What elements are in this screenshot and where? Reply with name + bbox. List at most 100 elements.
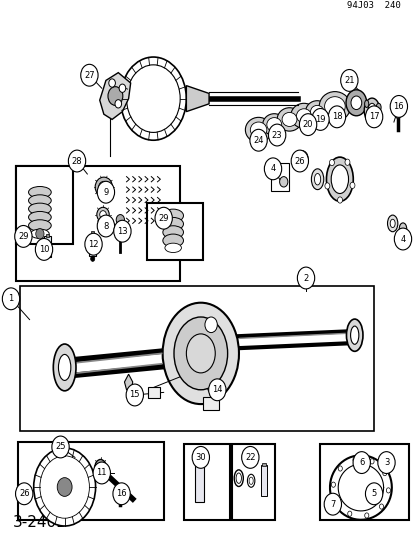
Ellipse shape — [311, 169, 323, 190]
Bar — [148, 387, 159, 398]
Ellipse shape — [389, 219, 394, 228]
Circle shape — [297, 267, 314, 289]
Ellipse shape — [95, 459, 106, 476]
Circle shape — [109, 79, 115, 87]
Ellipse shape — [95, 177, 112, 197]
Ellipse shape — [28, 195, 51, 206]
Circle shape — [97, 181, 114, 203]
Circle shape — [119, 84, 126, 92]
Ellipse shape — [195, 459, 203, 464]
Ellipse shape — [318, 92, 350, 121]
Text: 30: 30 — [195, 453, 206, 462]
Polygon shape — [186, 86, 209, 111]
Text: 26: 26 — [294, 157, 304, 166]
Circle shape — [57, 478, 72, 496]
Bar — [270, 163, 288, 191]
Circle shape — [340, 69, 357, 91]
Text: 11: 11 — [96, 469, 107, 478]
Ellipse shape — [162, 226, 183, 239]
Text: 18: 18 — [331, 112, 342, 122]
Circle shape — [394, 110, 400, 118]
Circle shape — [352, 451, 370, 473]
Circle shape — [2, 288, 20, 310]
Text: 2: 2 — [303, 273, 308, 282]
Circle shape — [108, 87, 123, 106]
Ellipse shape — [367, 103, 375, 118]
Ellipse shape — [324, 96, 344, 116]
Ellipse shape — [363, 98, 379, 123]
Polygon shape — [329, 455, 391, 520]
Ellipse shape — [375, 103, 380, 111]
Text: 3-240B: 3-240B — [13, 514, 68, 530]
Ellipse shape — [250, 122, 266, 138]
Circle shape — [393, 228, 411, 250]
Circle shape — [379, 504, 383, 509]
Bar — [17, 166, 180, 280]
Bar — [195, 463, 204, 502]
Text: 22: 22 — [244, 453, 255, 462]
Circle shape — [389, 95, 406, 117]
Text: 13: 13 — [117, 227, 128, 236]
Circle shape — [115, 100, 121, 108]
Bar — [91, 231, 94, 235]
Circle shape — [350, 96, 361, 110]
Text: 15: 15 — [129, 391, 140, 400]
Ellipse shape — [276, 108, 301, 131]
Circle shape — [15, 225, 32, 247]
Text: 8: 8 — [103, 222, 108, 230]
Circle shape — [126, 384, 143, 406]
Circle shape — [329, 159, 334, 166]
Circle shape — [120, 57, 186, 140]
Circle shape — [352, 457, 356, 462]
Ellipse shape — [290, 103, 316, 128]
Circle shape — [328, 106, 345, 128]
Circle shape — [298, 155, 304, 162]
Circle shape — [337, 197, 342, 203]
Ellipse shape — [234, 470, 243, 487]
Circle shape — [347, 511, 351, 516]
Text: 5: 5 — [370, 489, 376, 498]
Bar — [184, 445, 229, 520]
Ellipse shape — [247, 474, 254, 487]
Circle shape — [330, 482, 335, 487]
Bar — [44, 237, 50, 257]
Ellipse shape — [281, 112, 296, 126]
Bar — [45, 235, 48, 237]
Text: 27: 27 — [84, 71, 95, 80]
Text: 16: 16 — [116, 489, 127, 498]
Circle shape — [204, 317, 217, 333]
Ellipse shape — [98, 181, 109, 193]
Ellipse shape — [346, 319, 362, 351]
Circle shape — [33, 448, 95, 526]
Circle shape — [93, 462, 110, 484]
Ellipse shape — [310, 106, 323, 118]
Ellipse shape — [350, 326, 358, 344]
Circle shape — [264, 158, 281, 180]
Ellipse shape — [28, 212, 51, 223]
Circle shape — [36, 229, 44, 239]
Circle shape — [192, 447, 209, 469]
Text: 9: 9 — [103, 188, 108, 197]
Circle shape — [279, 176, 287, 187]
Circle shape — [249, 130, 267, 151]
Circle shape — [299, 114, 316, 135]
Ellipse shape — [162, 209, 183, 222]
Ellipse shape — [28, 187, 51, 198]
Bar — [17, 166, 73, 244]
Circle shape — [377, 451, 394, 473]
Circle shape — [365, 483, 382, 505]
Text: 94J03  240: 94J03 240 — [347, 1, 400, 10]
Text: 29: 29 — [158, 214, 169, 223]
Ellipse shape — [326, 157, 352, 201]
Text: 6: 6 — [358, 458, 363, 467]
Text: 12: 12 — [88, 240, 99, 249]
Circle shape — [344, 159, 349, 165]
Circle shape — [126, 65, 180, 132]
Ellipse shape — [296, 109, 311, 123]
Ellipse shape — [186, 334, 215, 373]
Circle shape — [154, 207, 172, 229]
Circle shape — [113, 483, 130, 505]
Ellipse shape — [162, 217, 183, 230]
Ellipse shape — [266, 118, 281, 132]
Text: 28: 28 — [71, 157, 82, 166]
